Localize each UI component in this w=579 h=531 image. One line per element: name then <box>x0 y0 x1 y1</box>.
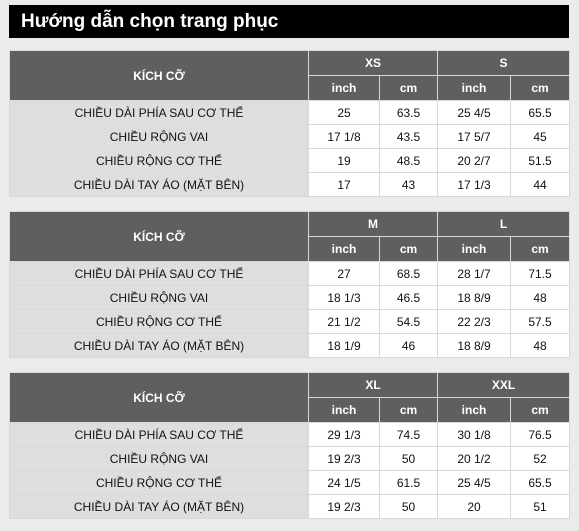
table-row: CHIỀU DÀI TAY ÁO (MẶT BÊN) 18 1/9 46 18 … <box>9 333 570 358</box>
value-cell: 51.5 <box>510 148 571 173</box>
value-cell: 25 4/5 <box>437 470 511 495</box>
table-row: CHIỀU DÀI PHÍA SAU CƠ THỂ 27 68.5 28 1/7… <box>9 261 570 286</box>
size-header-label: KÍCH CỠ <box>9 372 309 423</box>
size-table-xl-xxl: KÍCH CỠ XL XXL inch cm inch cm CHIỀU DÀI… <box>9 372 570 519</box>
unit-inch: inch <box>437 75 512 101</box>
value-cell: 17 1/3 <box>437 172 512 197</box>
value-cell: 46 <box>379 333 438 358</box>
measurement-label: CHIỀU RỘNG VAI <box>9 446 309 471</box>
value-cell: 18 1/3 <box>308 285 380 310</box>
value-cell: 52 <box>510 446 570 471</box>
value-cell: 50 <box>379 446 438 471</box>
table-row: CHIỀU DÀI TAY ÁO (MẶT BÊN) 17 43 17 1/3 … <box>9 172 571 197</box>
value-cell: 48 <box>510 333 570 358</box>
value-cell: 20 1/2 <box>437 446 511 471</box>
size-header-label: KÍCH CỠ <box>9 211 309 262</box>
value-cell: 68.5 <box>379 261 438 286</box>
value-cell: 19 2/3 <box>308 446 380 471</box>
table-row: CHIỀU RỘNG VAI 18 1/3 46.5 18 8/9 48 <box>9 285 570 310</box>
table-row: CHIỀU DÀI PHÍA SAU CƠ THỂ 29 1/3 74.5 30… <box>9 422 570 447</box>
measurement-label: CHIỀU RỘNG VAI <box>9 285 309 310</box>
table-row: CHIỀU RỘNG CƠ THỂ 21 1/2 54.5 22 2/3 57.… <box>9 309 570 334</box>
measurement-label: CHIỀU DÀI PHÍA SAU CƠ THỂ <box>9 100 309 125</box>
size-table-m-l: KÍCH CỠ M L inch cm inch cm CHIỀU DÀI PH… <box>9 211 570 358</box>
value-cell: 46.5 <box>379 285 438 310</box>
value-cell: 48.5 <box>378 148 439 173</box>
measurement-label: CHIỀU DÀI TAY ÁO (MẶT BÊN) <box>9 333 309 358</box>
size-name: XL <box>308 372 438 398</box>
value-cell: 71.5 <box>510 261 570 286</box>
unit-inch: inch <box>308 236 380 262</box>
value-cell: 22 2/3 <box>437 309 511 334</box>
value-cell: 43.5 <box>378 124 439 149</box>
measurement-label: CHIỀU DÀI TAY ÁO (MẶT BÊN) <box>9 494 309 519</box>
value-cell: 27 <box>308 261 380 286</box>
size-table-xs-s: KÍCH CỠ XS S inch cm inch cm CHIỀU DÀI P… <box>9 50 571 197</box>
unit-cm: cm <box>510 397 570 423</box>
size-header-label: KÍCH CỠ <box>9 50 309 101</box>
size-name: XS <box>307 50 439 76</box>
size-name: S <box>437 50 571 76</box>
unit-inch: inch <box>308 397 380 423</box>
table-row: CHIỀU RỘNG VAI 19 2/3 50 20 1/2 52 <box>9 446 570 471</box>
table-row: CHIỀU RỘNG CƠ THỂ 24 1/5 61.5 25 4/5 65.… <box>9 470 570 495</box>
table-row: CHIỀU DÀI TAY ÁO (MẶT BÊN) 19 2/3 50 20 … <box>9 494 570 519</box>
value-cell: 29 1/3 <box>308 422 380 447</box>
unit-cm: cm <box>378 75 439 101</box>
value-cell: 18 8/9 <box>437 285 511 310</box>
value-cell: 17 1/8 <box>308 124 380 149</box>
value-cell: 45 <box>510 124 571 149</box>
value-cell: 19 <box>308 148 380 173</box>
value-cell: 76.5 <box>510 422 570 447</box>
value-cell: 65.5 <box>510 100 571 125</box>
value-cell: 44 <box>510 172 571 197</box>
table-row: CHIỀU RỘNG VAI 17 1/8 43.5 17 5/7 45 <box>9 124 571 149</box>
unit-cm: cm <box>510 75 571 101</box>
value-cell: 43 <box>378 172 439 197</box>
measurement-label: CHIỀU RỘNG CƠ THỂ <box>9 309 309 334</box>
value-cell: 17 5/7 <box>437 124 512 149</box>
measurement-label: CHIỀU RỘNG VAI <box>9 124 309 149</box>
value-cell: 74.5 <box>379 422 438 447</box>
value-cell: 17 <box>308 172 380 197</box>
table-row: CHIỀU RỘNG CƠ THỂ 19 48.5 20 2/7 51.5 <box>9 148 571 173</box>
size-name: XXL <box>437 372 570 398</box>
unit-inch: inch <box>308 75 380 101</box>
size-name: L <box>437 211 570 237</box>
value-cell: 65.5 <box>510 470 570 495</box>
value-cell: 48 <box>510 285 570 310</box>
measurement-label: CHIỀU RỘNG CƠ THỂ <box>9 148 309 173</box>
value-cell: 57.5 <box>510 309 570 334</box>
page-title: Hướng dẫn chọn trang phục <box>9 5 569 38</box>
value-cell: 50 <box>379 494 438 519</box>
value-cell: 28 1/7 <box>437 261 511 286</box>
unit-inch: inch <box>437 397 511 423</box>
value-cell: 63.5 <box>378 100 439 125</box>
unit-cm: cm <box>379 236 438 262</box>
unit-cm: cm <box>510 236 570 262</box>
measurement-label: CHIỀU DÀI PHÍA SAU CƠ THỂ <box>9 261 309 286</box>
value-cell: 21 1/2 <box>308 309 380 334</box>
value-cell: 25 <box>308 100 380 125</box>
value-cell: 20 2/7 <box>437 148 512 173</box>
unit-cm: cm <box>379 397 438 423</box>
measurement-label: CHIỀU DÀI TAY ÁO (MẶT BÊN) <box>9 172 309 197</box>
value-cell: 61.5 <box>379 470 438 495</box>
unit-inch: inch <box>437 236 511 262</box>
table-row: CHIỀU DÀI PHÍA SAU CƠ THỂ 25 63.5 25 4/5… <box>9 100 571 125</box>
value-cell: 54.5 <box>379 309 438 334</box>
value-cell: 51 <box>510 494 570 519</box>
size-name: M <box>308 211 438 237</box>
value-cell: 18 1/9 <box>308 333 380 358</box>
value-cell: 24 1/5 <box>308 470 380 495</box>
value-cell: 20 <box>437 494 511 519</box>
measurement-label: CHIỀU DÀI PHÍA SAU CƠ THỂ <box>9 422 309 447</box>
value-cell: 18 8/9 <box>437 333 511 358</box>
value-cell: 19 2/3 <box>308 494 380 519</box>
measurement-label: CHIỀU RỘNG CƠ THỂ <box>9 470 309 495</box>
value-cell: 25 4/5 <box>437 100 512 125</box>
value-cell: 30 1/8 <box>437 422 511 447</box>
